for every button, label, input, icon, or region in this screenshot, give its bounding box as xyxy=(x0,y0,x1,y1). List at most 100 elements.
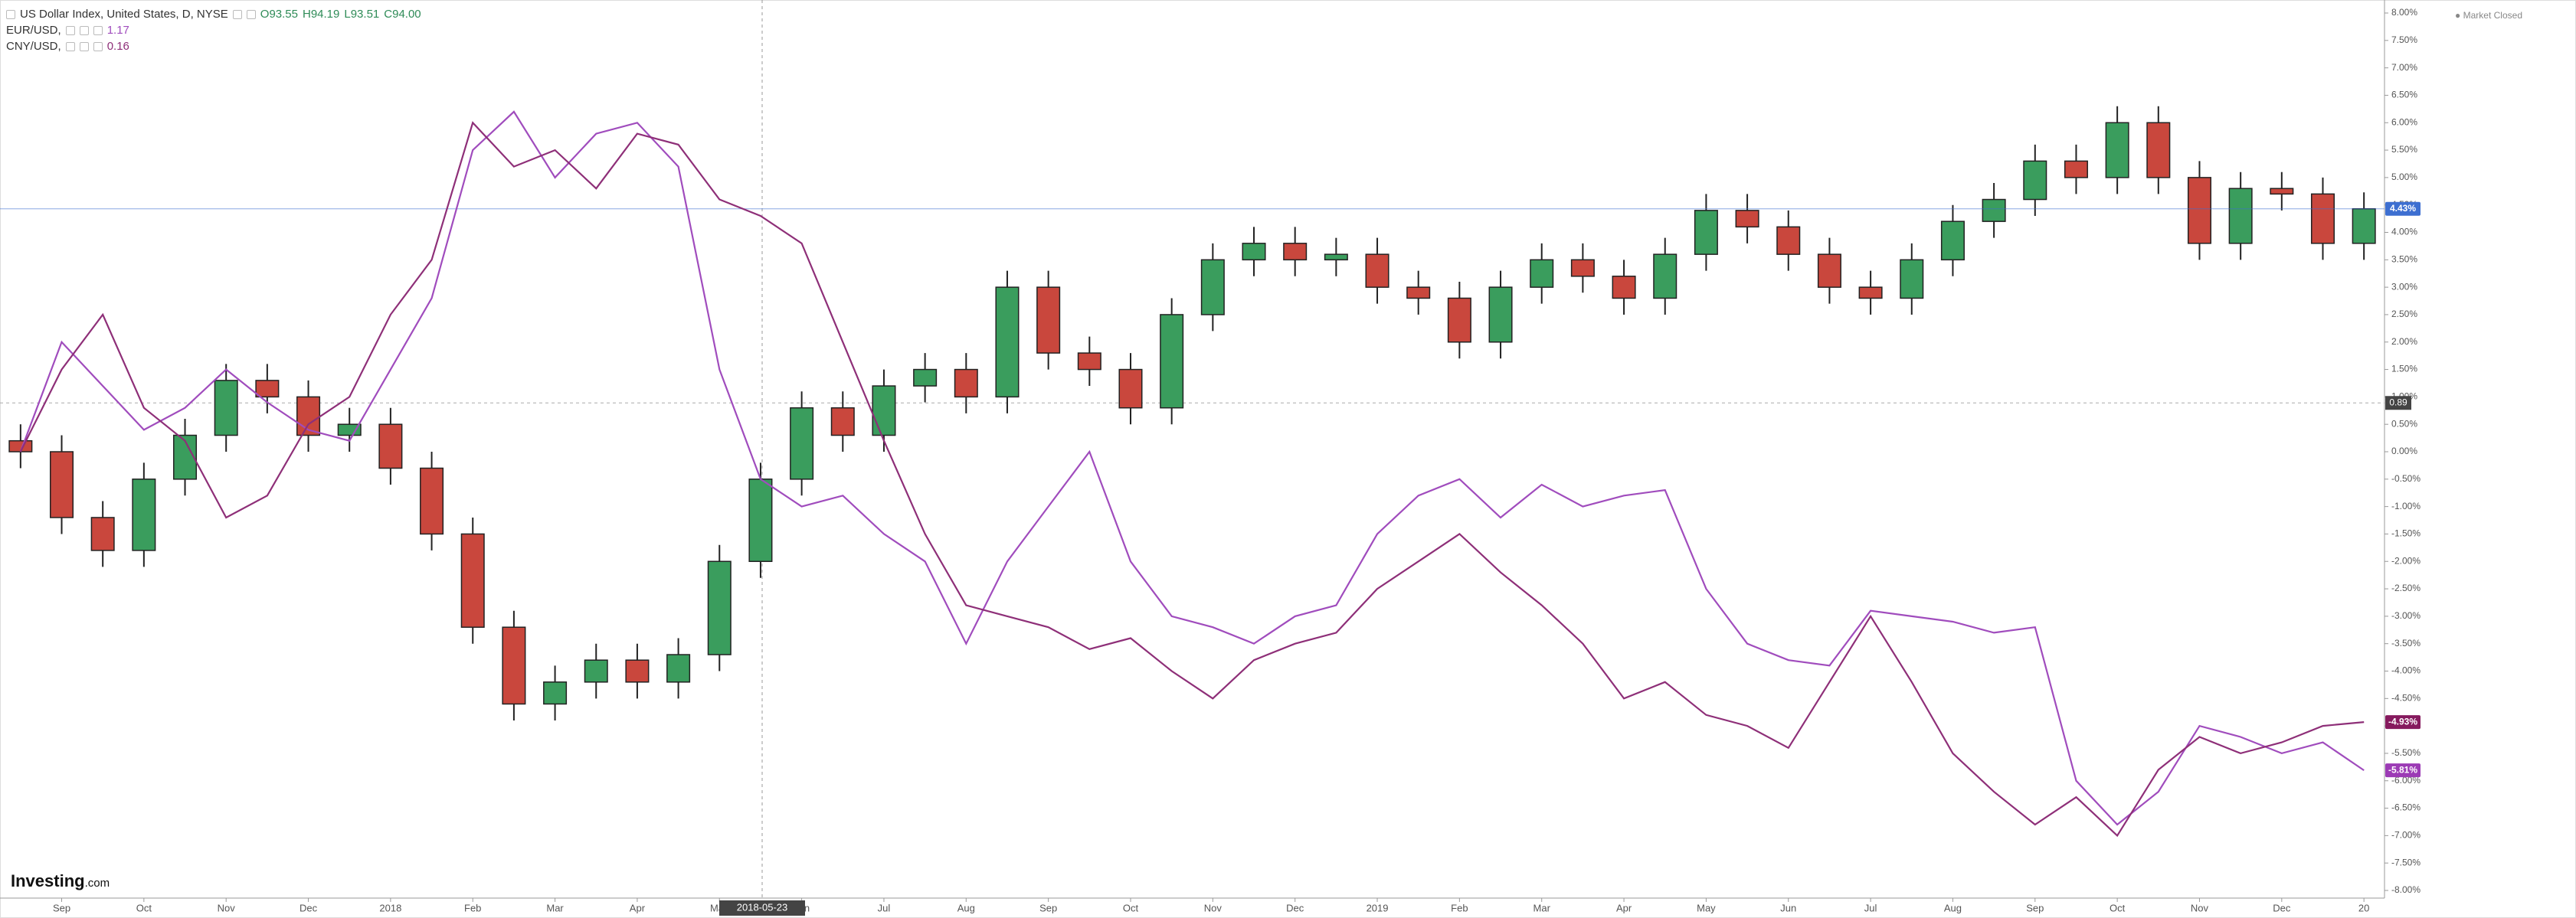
candle-body xyxy=(1570,259,1595,277)
x-tick-label: Feb xyxy=(464,902,481,913)
candle-body xyxy=(1982,198,2006,222)
candle-body xyxy=(830,407,855,436)
x-tick-label: Oct xyxy=(136,902,152,913)
icon[interactable] xyxy=(93,25,103,35)
readout: 0.16 xyxy=(106,40,129,53)
candle-body xyxy=(2187,177,2211,244)
crosshair-date-label: 2018-05-23 xyxy=(737,901,788,913)
candle-body xyxy=(1817,253,1841,288)
candle-body xyxy=(1776,226,1801,255)
crosshair-date-tag xyxy=(719,900,805,916)
x-tick-label: Apr xyxy=(630,902,646,913)
candle-body xyxy=(954,368,978,398)
icon[interactable] xyxy=(232,9,242,19)
candle-body xyxy=(1242,243,1266,261)
candle-body xyxy=(132,479,156,551)
x-tick-label: 20 xyxy=(2358,902,2369,913)
candle-body xyxy=(1940,221,1965,261)
candle-body xyxy=(2105,122,2129,178)
x-tick-label: Dec xyxy=(2273,902,2291,913)
icon[interactable] xyxy=(246,9,256,19)
y-tick-label: 1.50% xyxy=(2391,364,2417,374)
candle-body xyxy=(748,479,773,562)
candle-body xyxy=(790,407,814,480)
x-tick-label: Nov xyxy=(2191,902,2209,913)
y-tick-label: -1.00% xyxy=(2391,501,2421,511)
x-tick-label: Dec xyxy=(299,902,318,913)
candle-body xyxy=(1447,297,1471,343)
y-tick-label: 0.00% xyxy=(2391,446,2417,456)
y-tick-label: -6.00% xyxy=(2391,775,2421,786)
y-tick-label: 2.00% xyxy=(2391,336,2417,347)
price-tag-label: 4.43% xyxy=(2390,203,2416,214)
candle-body xyxy=(1530,259,1554,288)
price-tag xyxy=(2385,763,2421,778)
x-tick-label: Apr xyxy=(1616,902,1632,913)
y-tick-label: -0.50% xyxy=(2391,473,2421,484)
readout: H94.19 xyxy=(303,8,340,21)
y-tick-label: 2.50% xyxy=(2391,309,2417,319)
x-tick-label: Feb xyxy=(1451,902,1468,913)
x-tick-label: Nov xyxy=(218,902,236,913)
candle-body xyxy=(1900,259,1924,299)
y-tick-label: -7.50% xyxy=(2391,857,2421,867)
candle-body xyxy=(625,659,650,683)
readout: 1.17 xyxy=(106,24,129,37)
candle-body xyxy=(1653,253,1678,299)
brand-text: .com xyxy=(84,877,110,890)
candle-body xyxy=(1200,259,1225,315)
candle-body xyxy=(1365,253,1389,288)
legend-row: CNY/USD, 0.16 xyxy=(6,38,421,54)
y-tick-label: -6.50% xyxy=(2391,802,2421,813)
candle-body xyxy=(460,533,485,628)
y-tick-label: 6.00% xyxy=(2391,116,2417,127)
x-tick-label: 2019 xyxy=(1367,902,1389,913)
x-tick-label: Jul xyxy=(878,902,891,913)
legend-row: US Dollar Index, United States, D, NYSE … xyxy=(6,6,421,22)
y-tick-label: -1.50% xyxy=(2391,528,2421,539)
series-name: US Dollar Index, United States, D, NYSE xyxy=(20,8,228,21)
x-tick-label: Mar xyxy=(1533,902,1551,913)
y-tick-label: -8.00% xyxy=(2391,884,2421,895)
x-tick-label: May xyxy=(1697,902,1716,913)
icon[interactable] xyxy=(79,25,89,35)
icon[interactable] xyxy=(65,41,75,51)
candle-body xyxy=(2023,160,2047,201)
crosshair-value-tag xyxy=(2385,396,2411,410)
y-tick-label: 5.00% xyxy=(2391,172,2417,182)
candle-body xyxy=(255,380,280,398)
candle-body xyxy=(49,451,74,518)
x-tick-label: Oct xyxy=(2110,902,2126,913)
x-tick-label: Oct xyxy=(1123,902,1139,913)
candle-body xyxy=(666,654,691,683)
price-tag xyxy=(2385,201,2421,216)
candle-body xyxy=(1036,286,1061,354)
x-tick-label: Aug xyxy=(957,902,975,913)
candle-body xyxy=(2270,188,2294,195)
icon[interactable] xyxy=(65,25,75,35)
candle-body xyxy=(1118,368,1143,409)
candle-body xyxy=(543,681,568,705)
icon[interactable] xyxy=(93,41,103,51)
price-tag xyxy=(2385,715,2421,730)
y-tick-label: 6.50% xyxy=(2391,90,2417,100)
candle-body xyxy=(1612,276,1636,299)
y-tick-label: -4.50% xyxy=(2391,692,2421,703)
candle-body xyxy=(1324,253,1348,261)
candle-body xyxy=(913,368,938,387)
candle-body xyxy=(707,560,732,655)
x-tick-label: Sep xyxy=(1039,902,1057,913)
y-tick-label: 8.00% xyxy=(2391,7,2417,18)
y-tick-label: -4.00% xyxy=(2391,665,2421,676)
price-tag-label: -5.81% xyxy=(2388,764,2417,775)
x-tick-label: Nov xyxy=(1204,902,1223,913)
candle-body xyxy=(502,626,526,705)
brand-text: Investing xyxy=(11,871,85,890)
candle-body xyxy=(2310,193,2335,244)
y-tick-label: 0.50% xyxy=(2391,418,2417,429)
icon[interactable] xyxy=(79,41,89,51)
candle-body xyxy=(2146,122,2171,178)
status-text: Market Closed xyxy=(2463,10,2522,21)
